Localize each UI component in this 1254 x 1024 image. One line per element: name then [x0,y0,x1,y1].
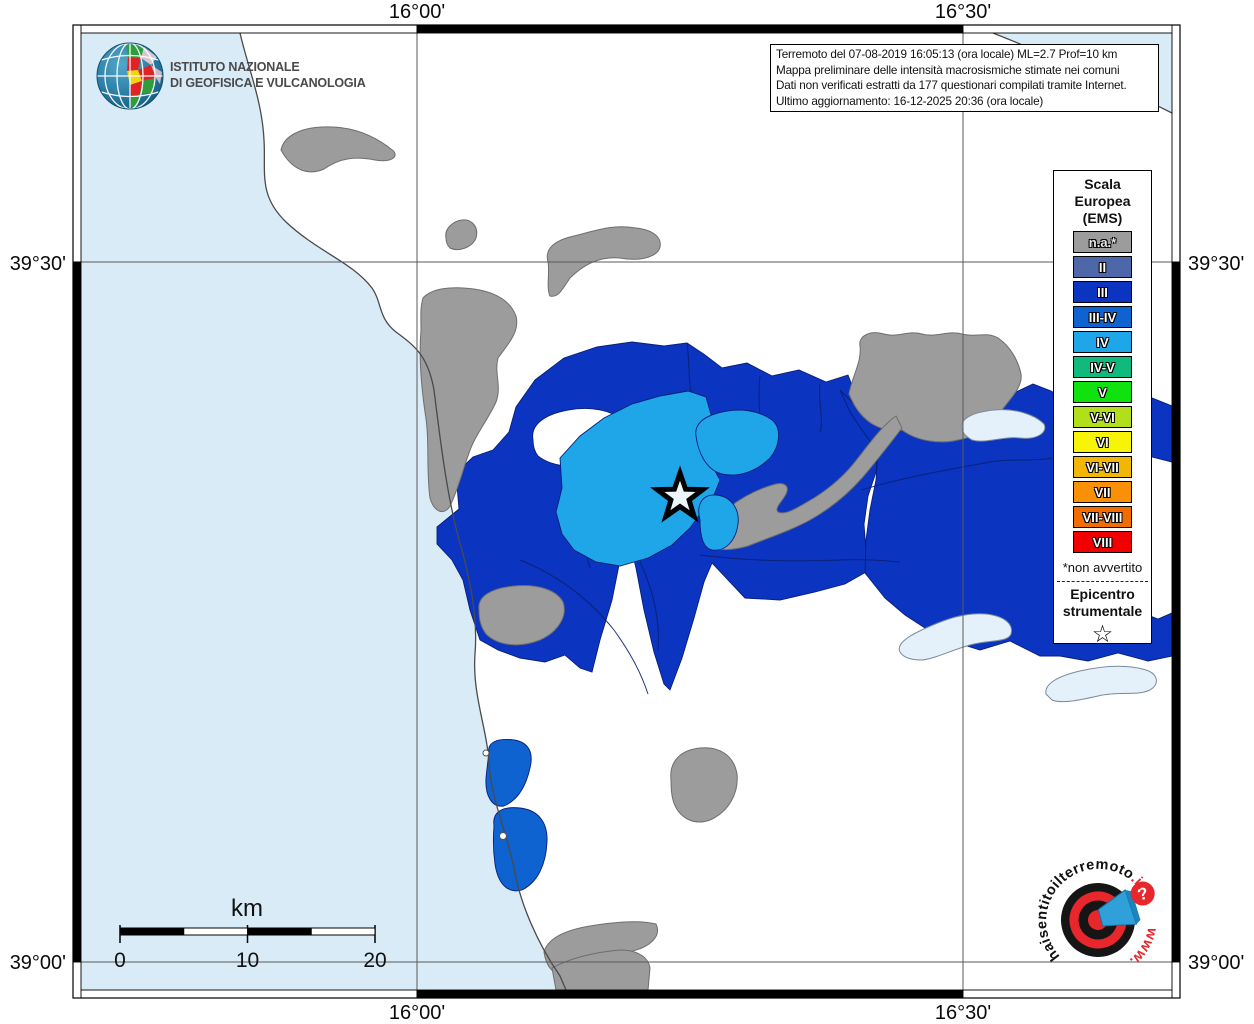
legend-label: III [1097,284,1108,300]
legend-swatch-vi-vii: VI-VII [1073,456,1132,478]
na-region [280,126,396,173]
question-badge-icon [1130,881,1155,906]
coastline-west [239,33,567,990]
info-line-event: Terremoto del 07-08-2019 16:05:13 (ora l… [776,48,1118,61]
na-region [445,219,478,251]
ems-scale-legend: Scala Europea (EMS) n.a.* II III III-IV … [1053,170,1152,648]
legend-label: VI [1096,434,1109,450]
legend-label: V-VI [1090,409,1115,425]
legend-swatch-iv: IV [1073,331,1132,353]
intensity-region-iii-iv [492,807,548,892]
legend-swatch-vi: VI [1073,431,1132,453]
info-line-updated: Ultimo aggiornamento: 16-12-2025 20:36 (… [776,94,1044,108]
legend-label: VII [1094,484,1111,500]
legend-epicenter-line2: strumentale [1062,602,1143,619]
na-region [670,747,738,823]
info-line-map-type: Mappa preliminare delle intensità macros… [776,63,1120,77]
legend-label: IV [1096,334,1109,350]
legend-label: IV-V [1090,359,1115,375]
axis-label-top-left: 16°00' [389,1,445,23]
ingv-globe-icon [96,42,164,110]
earthquake-info-box: Terremoto del 07-08-2019 16:05:13 (ora l… [770,44,1159,112]
legend-swatch-vii-viii: VII-VIII [1073,506,1132,528]
legend-swatch-iii-iv: III-IV [1073,306,1132,328]
ingv-name-line2: DI GEOFISICA E VULCANOLOGIA [170,75,366,90]
lake [961,409,1046,442]
legend-label: V [1098,384,1107,400]
axis-label-bottom-left: 16°00' [389,1002,445,1024]
scale-tick-0: 0 [114,949,126,972]
axis-label-top-right: 16°30' [935,1,991,23]
ingv-logo-text: ISTITUTO NAZIONALE DI GEOFISICA E VULCAN… [170,60,366,91]
question-mark: ? [1135,883,1150,904]
map-frame [72,24,1181,999]
info-line-data-source: Dati non verificati estratti da 177 ques… [776,79,1127,93]
lake [1045,665,1157,703]
legend-divider [1057,581,1148,582]
epicenter-star [649,465,711,523]
sea-west [81,33,566,990]
graticule [81,33,1172,990]
scale-tick-10: 10 [236,949,259,972]
scale-tick-20: 20 [363,949,386,972]
legend-label: III-IV [1088,309,1117,325]
legend-swatch-na: n.a.* [1073,231,1132,253]
legend-title-line3: (EMS) [1082,210,1123,226]
legend-label: VI-VII [1086,459,1119,475]
scale-bar-unit: km [231,895,263,922]
legend-swatch-viii: VIII [1073,531,1132,553]
axis-label-right-lower: 39°00' [1188,952,1244,974]
megaphone-icon [1097,889,1138,927]
legend-epicenter-line1: Epicentro [1070,586,1135,602]
na-region [478,585,565,646]
axis-label-right-upper: 39°30' [1188,253,1244,275]
na-region [546,226,661,297]
legend-footnote: *non avvertito [1062,560,1143,575]
legend-swatch-v-vi: V-VI [1073,406,1132,428]
legend-title-line2: Europea [1074,193,1131,209]
axis-label-bottom-right: 16°30' [935,1002,991,1024]
ingv-name-line1: ISTITUTO NAZIONALE [170,60,300,74]
scale-bar: km 0 10 20 [114,895,387,972]
lake [898,613,1013,661]
axis-labels: 16°00' 16°30' 16°00' 16°30' 39°30' 39°00… [10,1,1245,1024]
legend-title-line1: Scala [1084,176,1121,192]
intensity-region-iv-northeast [695,409,779,476]
legend-swatch-iv-v: IV-V [1073,356,1132,378]
na-region [419,287,518,513]
legend-swatch-iii: III [1073,281,1132,303]
legend-star-icon: ☆ [1091,621,1114,648]
axis-label-left-lower: 39°00' [10,952,66,974]
legend-items: n.a.* II III III-IV IV IV-V V V-VI VI VI… [1054,231,1151,553]
legend-swatch-vii: VII [1073,481,1132,503]
na-region [704,415,903,551]
legend-swatch-v: V [1073,381,1132,403]
legend-swatch-ii: II [1073,256,1132,278]
legend-label: II [1098,259,1107,275]
axis-label-left-upper: 39°30' [10,253,66,275]
legend-label: n.a.* [1088,234,1117,250]
intensity-region-iii-iv [485,739,532,807]
legend-label: VII-VIII [1082,509,1123,525]
islet [482,749,490,757]
intensity-region-iv-southeast [698,494,739,551]
legend-label: VIII [1092,534,1113,550]
islet [499,832,507,840]
